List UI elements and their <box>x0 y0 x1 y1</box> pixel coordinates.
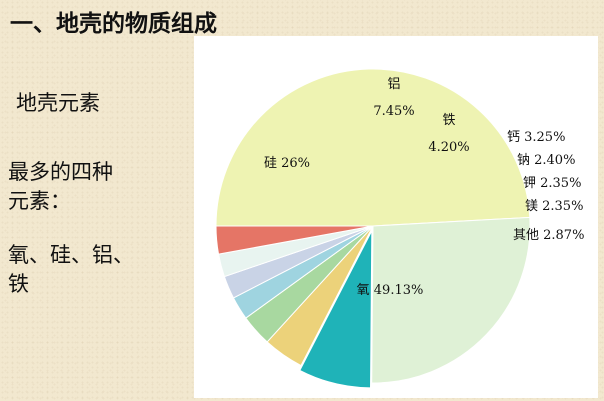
slice-label-2: 铝 7.45% <box>373 77 414 119</box>
answer-line-1: 氧、硅、铝、 <box>8 243 134 267</box>
slice-label-1: 硅 26% <box>264 156 310 171</box>
pie-chart: 氧 49.13% 硅 26% 铝 7.45% 铁 4.20% 钙 3.25% 钠 2.40% 钾… <box>215 68 584 389</box>
description-line-2: 元素： <box>8 189 71 213</box>
slice-label-0: 氧 49.13% <box>357 283 424 298</box>
pie-slice-0 <box>215 68 531 227</box>
answer: 氧、硅、铝、 铁 <box>8 241 134 299</box>
slice-label-8: 其他 2.87% <box>513 228 584 243</box>
description: 最多的四种 元素： <box>8 158 113 216</box>
pie-slice-8 <box>215 225 374 255</box>
slice-label-7: 镁 2.35% <box>525 199 583 214</box>
subtitle: 地壳元素 <box>16 91 100 115</box>
slide-title: 一、地壳的物质组成 <box>10 10 217 37</box>
pie-slice-2 <box>299 230 373 389</box>
slice-label-4: 钙 3.25% <box>507 130 565 145</box>
slice-label-5: 钠 2.40% <box>517 153 575 168</box>
description-line-1: 最多的四种 <box>8 160 113 184</box>
slice-label-3: 铁 4.20% <box>428 113 469 155</box>
chart-panel: 氧 49.13% 硅 26% 铝 7.45% 铁 4.20% 钙 3.25% 钠 2.40% 钾… <box>194 36 598 398</box>
answer-line-2: 铁 <box>8 272 29 296</box>
slice-label-6: 钾 2.35% <box>523 176 581 191</box>
pie-slice-1 <box>371 216 531 384</box>
